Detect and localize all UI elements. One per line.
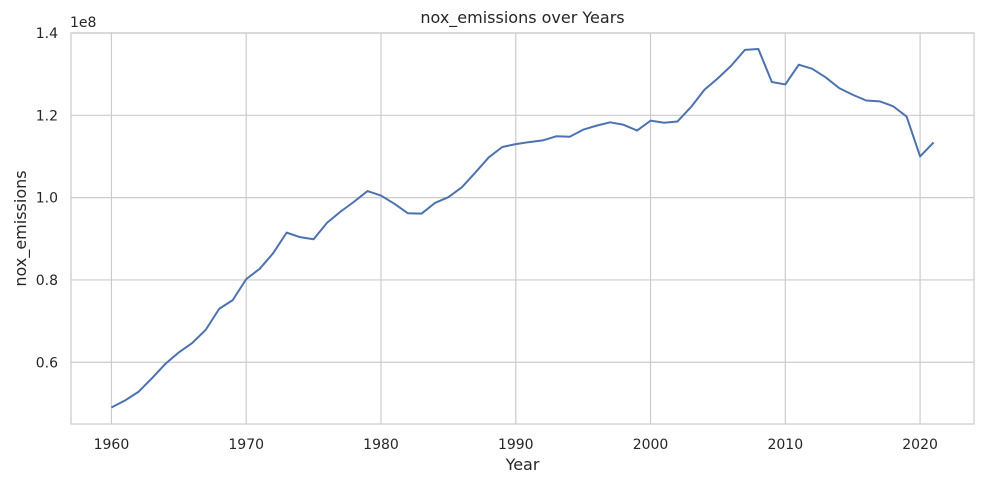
x-tick-label: 1970 (228, 437, 264, 453)
y-tick-labels: 0.6 0.8 1.0 1.2 1.4 (36, 26, 58, 371)
grid (71, 32, 974, 424)
y-tick-label: 1.0 (36, 191, 58, 207)
x-tick-label: 1960 (94, 437, 130, 453)
series-layer (110, 48, 935, 409)
x-axis-label: Year (505, 455, 540, 474)
x-tick-label: 1980 (363, 437, 399, 453)
plot-frame (70, 32, 975, 425)
x-tick-label: 2010 (767, 437, 803, 453)
x-tick-label: 2020 (902, 437, 938, 453)
y-tick-label: 0.6 (36, 355, 58, 371)
y-tick-label: 1.2 (36, 108, 58, 124)
x-tick-labels: 1960 1970 1980 1990 2000 2010 2020 (94, 437, 938, 453)
y-tick-label: 0.8 (36, 273, 58, 289)
series-line (110, 48, 935, 409)
chart-title: nox_emissions over Years (420, 8, 624, 28)
x-tick-label: 2000 (633, 437, 669, 453)
y-offset-label: 1e8 (70, 15, 96, 31)
y-axis-label: nox_emissions (11, 170, 31, 286)
y-tick-label: 1.4 (36, 26, 58, 42)
x-tick-label: 1990 (498, 437, 534, 453)
